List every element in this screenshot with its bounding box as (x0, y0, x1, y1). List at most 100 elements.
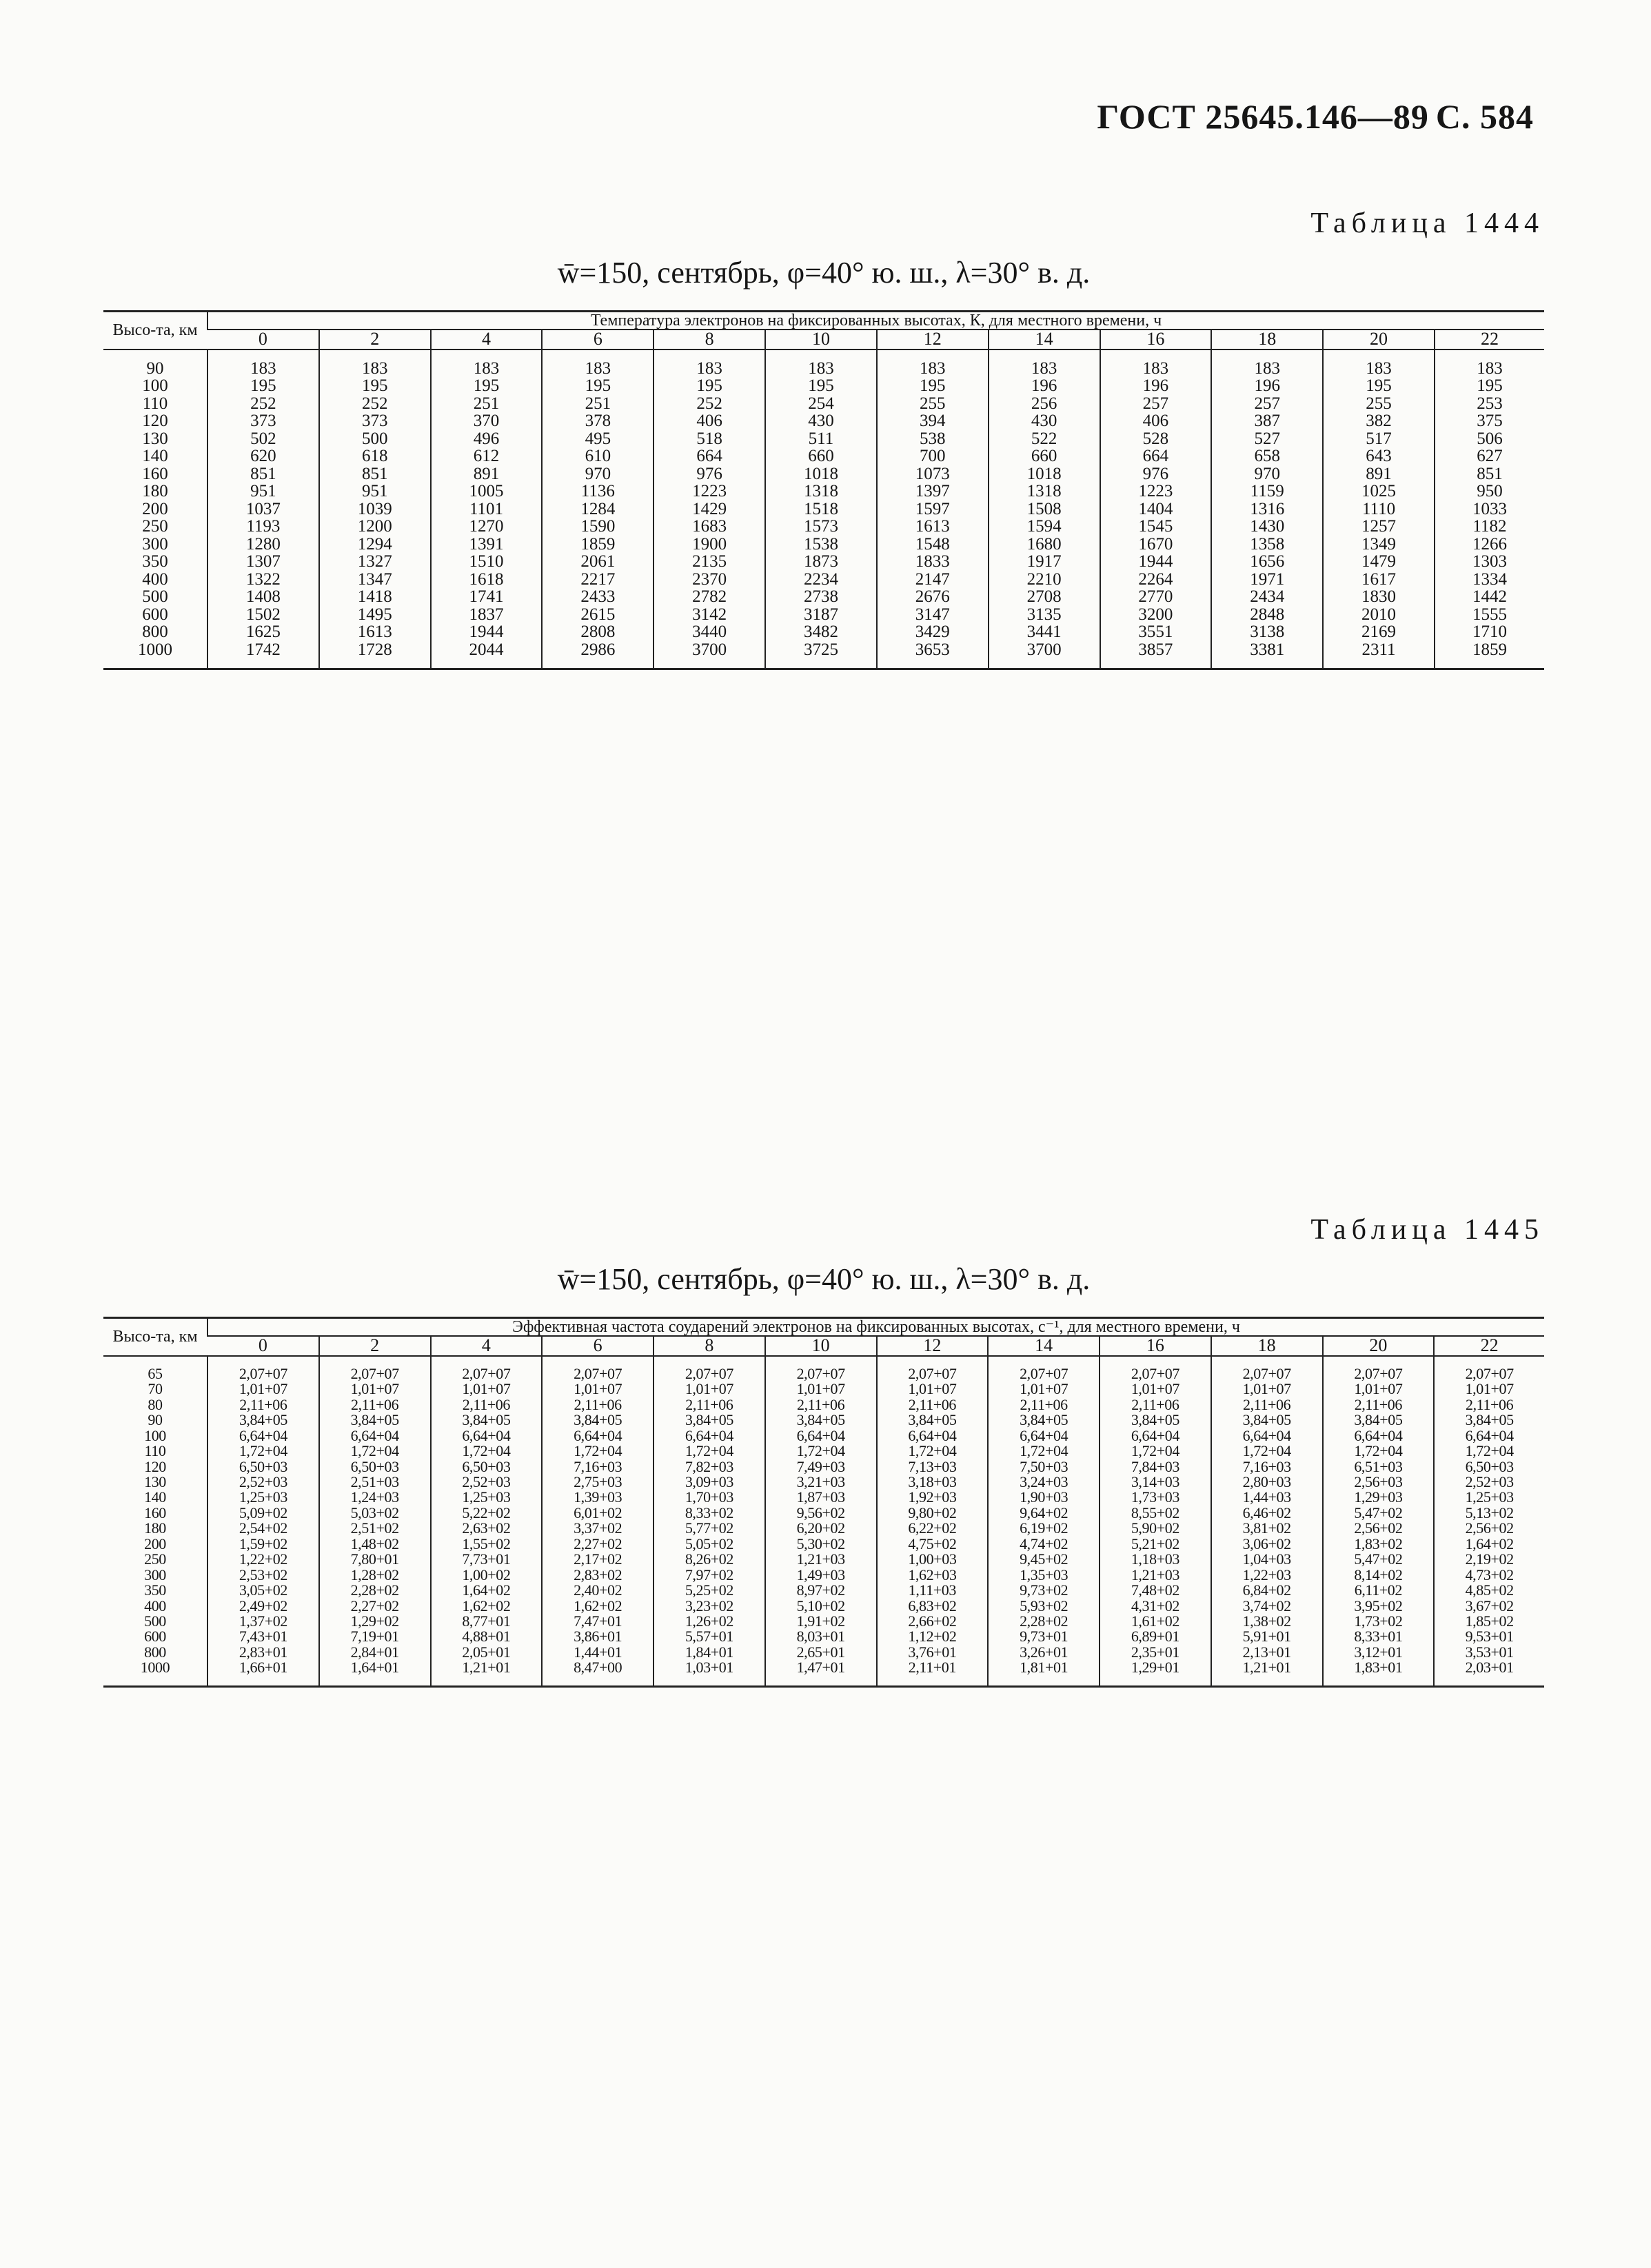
altitude-cell: 800 (144, 1643, 166, 1661)
table-row: 140 620 618 612 610 664 660 700 660 664 658 643 627 (103, 447, 1544, 465)
value-cell: 1502 (207, 606, 319, 624)
altitude-cell: 250 (144, 1550, 166, 1568)
value-cell: 1318 (764, 483, 877, 500)
value-cell: 1,01+07 (987, 1381, 1100, 1397)
altitude-cell: 65 (148, 1364, 163, 1382)
value-cell: 1618 (429, 571, 543, 589)
hour-header: 14 (987, 330, 1100, 350)
table-number: Таблица 1444 (1310, 207, 1544, 239)
value-cell: 1,03+01 (653, 1660, 765, 1688)
value-cell: 2,28+02 (318, 1582, 431, 1599)
value-cell: 2,49+02 (207, 1598, 319, 1614)
altitude-cell: 350 (144, 1581, 166, 1599)
value-cell: 1,49+03 (764, 1567, 877, 1583)
value-cell: 1,25+03 (207, 1490, 319, 1506)
value-cell: 195 (875, 377, 989, 395)
value-cell: 5,09+02 (207, 1505, 319, 1521)
table-number: Таблица 1445 (1310, 1214, 1544, 1246)
value-cell: 2,07+07 (764, 1355, 877, 1382)
value-cell: 1391 (429, 536, 543, 554)
altitude-cell: 400 (142, 569, 168, 589)
hour-header: 4 (429, 1336, 543, 1357)
value-cell: 851 (207, 465, 319, 483)
value-cell: 183 (207, 349, 319, 378)
value-cell: 9,45+02 (987, 1551, 1100, 1568)
value-cell: 1349 (1322, 536, 1435, 554)
altitude-cell: 250 (142, 517, 168, 536)
hour-header: 2 (318, 330, 431, 350)
value-cell: 1408 (207, 588, 319, 606)
value-cell: 9,53+01 (1433, 1628, 1544, 1645)
value-cell: 3,84+05 (1433, 1412, 1544, 1428)
value-cell: 891 (1322, 465, 1435, 483)
value-cell: 5,47+02 (1321, 1505, 1435, 1521)
value-cell: 1223 (1099, 483, 1212, 500)
table-row: 500 1408 1418 1741 2433 2782 2738 2676 2708 2770 2… (103, 588, 1544, 606)
value-cell: 1,72+04 (207, 1443, 319, 1459)
value-cell: 2,11+06 (207, 1397, 319, 1413)
value-cell: 2061 (541, 553, 654, 571)
value-cell: 2,03+01 (1433, 1660, 1544, 1688)
value-cell: 5,30+02 (764, 1536, 877, 1552)
value-cell: 7,43+01 (207, 1628, 319, 1645)
value-cell: 6,50+03 (207, 1459, 319, 1475)
value-cell: 1136 (541, 483, 654, 500)
value-cell: 2,11+06 (318, 1397, 431, 1413)
value-cell: 1266 (1433, 536, 1544, 554)
value-cell: 3440 (653, 623, 766, 641)
value-cell: 3482 (764, 623, 877, 641)
value-cell: 658 (1211, 447, 1324, 465)
value-cell: 3,18+03 (875, 1474, 989, 1490)
value-cell: 1613 (875, 518, 989, 536)
value-cell: 1,62+02 (541, 1598, 654, 1614)
value-cell: 6,64+04 (653, 1428, 765, 1444)
value-cell: 1,85+02 (1433, 1613, 1544, 1630)
value-cell: 378 (541, 412, 654, 430)
value-cell: 2,19+02 (1433, 1551, 1544, 1568)
value-cell: 3,21+03 (764, 1474, 877, 1490)
value-cell: 1,00+03 (875, 1551, 989, 1568)
value-cell: 3135 (987, 606, 1100, 624)
value-cell: 1,72+04 (1099, 1443, 1211, 1459)
value-cell: 502 (207, 430, 319, 448)
altitude-cell: 600 (142, 605, 168, 624)
value-cell: 1,72+04 (429, 1443, 543, 1459)
hour-header: 18 (1210, 1336, 1323, 1357)
table-row: 350 1307 1327 1510 2061 2135 1873 1833 1917 1944 1… (103, 553, 1544, 571)
value-cell: 1,47+01 (764, 1660, 877, 1688)
value-cell: 4,31+02 (1099, 1598, 1211, 1614)
value-cell: 1397 (875, 483, 989, 500)
altitude-cell: 200 (144, 1535, 166, 1552)
value-cell: 1,01+07 (764, 1381, 877, 1397)
value-cell: 256 (987, 395, 1100, 413)
altitude-cell: 120 (142, 412, 168, 431)
value-cell: 255 (1322, 395, 1435, 413)
value-cell: 620 (207, 447, 319, 465)
value-cell: 7,73+01 (429, 1551, 543, 1568)
value-cell: 2,28+02 (987, 1613, 1100, 1630)
table-row: 120 6,50+03 6,50+03 6,50+03 7,16+03 7,82+03 7,… (103, 1459, 1544, 1475)
value-cell: 2217 (541, 571, 654, 589)
hour-header: 8 (653, 330, 766, 350)
value-cell: 1741 (429, 588, 543, 606)
value-cell: 3,76+01 (875, 1644, 989, 1661)
value-cell: 1,29+03 (1321, 1490, 1435, 1506)
value-cell: 254 (764, 395, 877, 413)
value-cell: 1710 (1433, 623, 1544, 641)
value-cell: 2,54+02 (207, 1520, 319, 1537)
value-cell: 495 (541, 430, 654, 448)
value-cell: 2,51+03 (318, 1474, 431, 1490)
value-cell: 496 (429, 430, 543, 448)
value-cell: 2,27+02 (318, 1598, 431, 1614)
altitude-cell: 70 (148, 1380, 163, 1398)
value-cell: 6,64+04 (207, 1428, 319, 1444)
value-cell: 3,86+01 (541, 1628, 654, 1645)
value-cell: 6,19+02 (987, 1520, 1100, 1537)
value-cell: 5,77+02 (653, 1520, 765, 1537)
value-cell: 1,01+07 (318, 1381, 431, 1397)
value-cell: 660 (987, 447, 1100, 465)
value-cell: 3,74+02 (1210, 1598, 1323, 1614)
value-cell: 1,25+03 (1433, 1490, 1544, 1506)
value-cell: 9,64+02 (987, 1505, 1100, 1521)
hour-header: 6 (541, 330, 654, 350)
